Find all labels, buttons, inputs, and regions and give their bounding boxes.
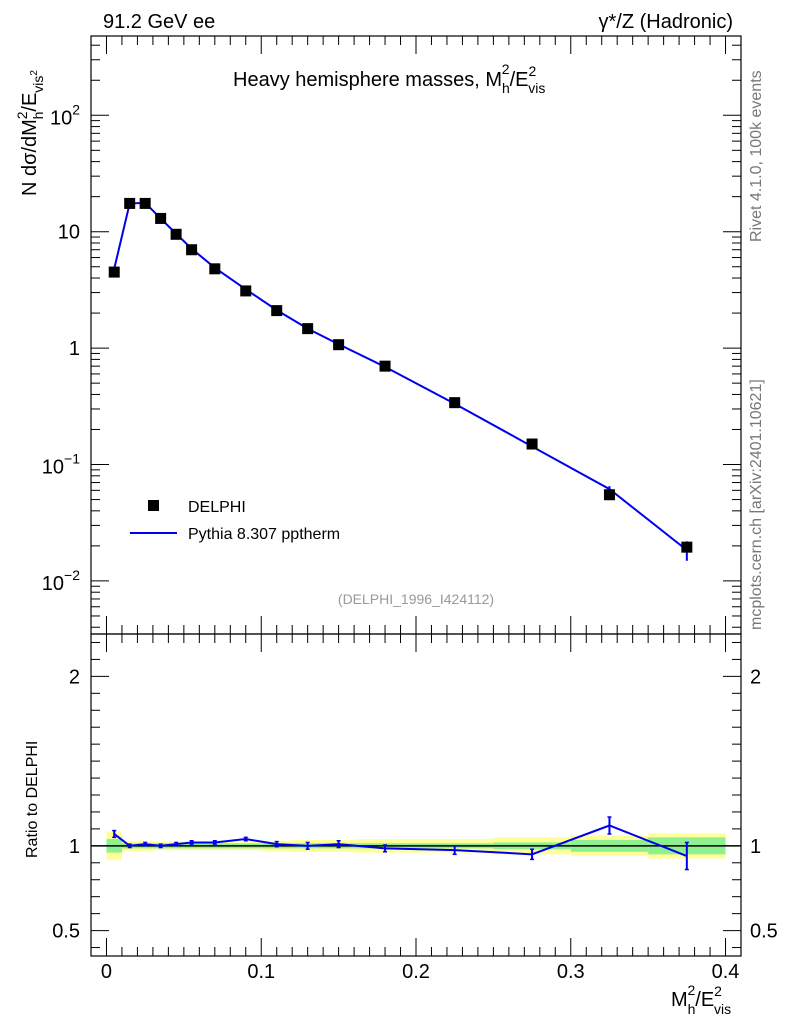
legend: DELPHI Pythia 8.307 pptherm [130,499,340,543]
plot-title: Heavy hemisphere masses, Mh2/E2 vis [233,61,545,96]
x-axis-label: Mh2/E2 vis [671,982,731,1017]
rivet-label: Rivet 4.1.0, 100k events [748,70,765,242]
delphi-marker [271,305,283,317]
x-tick-label: 0 [101,961,112,983]
x-tick-label: 0.4 [712,961,740,983]
y-tick-label: 1 [69,338,80,360]
analysis-id: (DELPHI_1996_I424112) [338,591,494,607]
delphi-marker [379,360,391,372]
delphi-marker [449,397,461,409]
legend-marker-delphi [148,500,159,511]
delphi-marker [186,244,198,256]
ratio-tick-label-right: 0.5 [750,921,778,943]
x-tick-label: 0.3 [557,961,585,983]
ratio-tick-label-left: 0.5 [52,921,80,943]
delphi-marker [124,197,136,209]
y-tick-label: 10−1 [42,451,80,479]
ratio-tick-label-left: 2 [69,666,80,688]
x-tick-label: 0.2 [402,961,430,983]
delphi-marker [526,438,538,450]
process-label: γ*/Z (Hadronic) [599,11,733,33]
ratio-bands [91,831,741,861]
main-plot-frame [90,35,742,635]
x-axis-ticks: 0 0.1 0.2 0.3 0.4 [101,36,740,983]
delphi-marker [240,285,252,297]
ratio-tick-label-left: 1 [69,836,80,858]
delphi-marker [333,339,345,351]
delphi-marker [209,263,221,275]
delphi-marker [108,266,120,278]
ratio-plot-frame [90,633,742,957]
delphi-marker [170,228,182,240]
ratio-tick-label-right: 1 [750,836,761,858]
legend-label-pythia: Pythia 8.307 pptherm [188,526,340,543]
ratio-series [112,816,689,871]
delphi-marker [681,541,693,553]
y-axis-label: N dσ/dM2h/Evis2 [14,70,46,196]
ratio-axis-ticks: 0.5 0.5 1 1 2 2 [52,641,778,949]
legend-label-delphi: DELPHI [188,499,246,516]
mcplots-label: mcplots.cern.ch [arXiv:2401.10621] [748,379,765,630]
ratio-tick-label-right: 2 [750,666,761,688]
y-tick-label: 10−2 [42,567,80,595]
delphi-marker [302,323,314,335]
x-tick-label: 0.1 [247,961,275,983]
main-axis-ticks: 102 10 1 10−1 10−2 [42,44,741,628]
delphi-marker [139,197,151,209]
delphi-marker [155,212,167,224]
energy-label: 91.2 GeV ee [103,11,215,33]
main-series [108,197,693,561]
y-tick-label: 10 [58,222,80,244]
ratio-y-axis-label: Ratio to DELPHI [24,741,41,858]
pythia-ratio-line [113,824,688,857]
y-tick-label: 102 [50,101,80,129]
pythia-line [113,201,688,551]
delphi-marker [603,489,615,501]
